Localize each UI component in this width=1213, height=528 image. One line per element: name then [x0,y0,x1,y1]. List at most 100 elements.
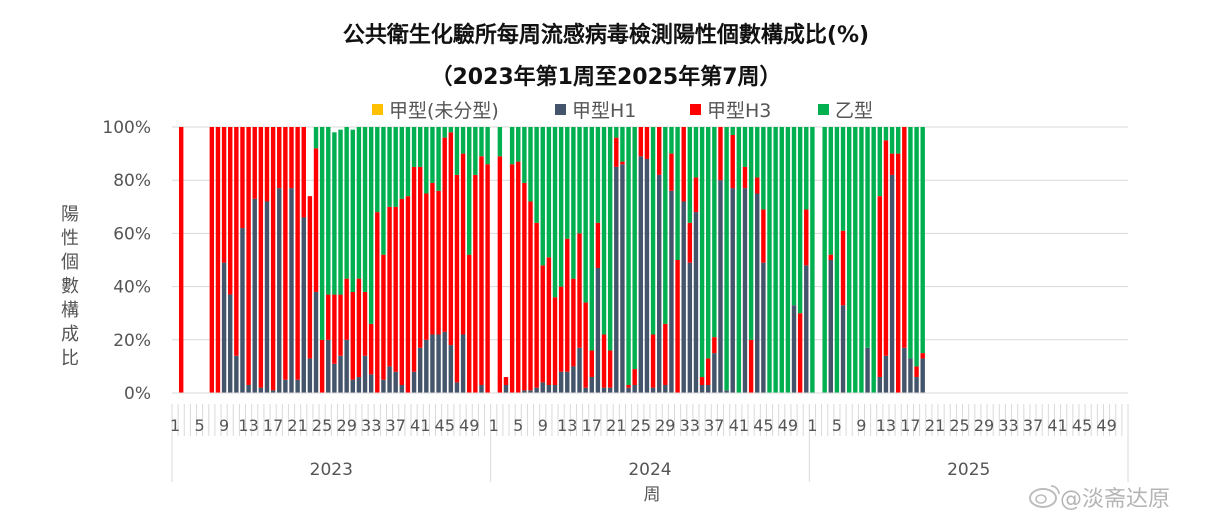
bar-b-week-61 [540,127,545,266]
y-axis-label-char: 成 [61,324,79,345]
bar-h3-week-12 [240,127,245,229]
bar-h1-week-114 [865,347,870,393]
bar-b-week-89 [712,127,717,338]
bar-h3-week-108 [828,254,833,260]
bar-b-week-25 [319,127,325,340]
bar-h3-week-47 [454,174,460,383]
bar-h3-week-117 [883,140,889,356]
bar-h3-week-32 [362,291,368,356]
x-week-label: 49 [1096,416,1116,435]
y-axis-label-char: 性 [61,228,79,249]
bar-h3-week-21 [295,127,300,380]
bar-h3-week-37 [393,206,398,372]
x-week-label: 37 [704,416,724,435]
bar-h3-week-61 [540,265,545,383]
x-week-label: 13 [876,416,896,435]
bar-h3-week-59 [528,201,533,391]
bar-h1-week-45 [442,331,447,393]
bar-h1-week-33 [368,374,374,393]
x-week-label: 9 [538,416,548,435]
bar-b-week-63 [552,127,558,298]
bar-h3-week-18 [277,127,282,189]
y-axis-label-char: 個 [61,252,79,273]
bar-b-week-99 [773,127,778,393]
bar-b-week-64 [558,127,564,287]
bar-h1-week-22 [301,217,306,393]
bar-b-week-26 [326,127,331,295]
bar-h3-week-69 [589,350,594,378]
bar-b-week-114 [865,127,870,348]
bar-h3-week-70 [595,222,601,268]
bar-h1-week-66 [571,366,576,393]
bar-h3-week-118 [889,153,895,175]
bar-h1-week-55 [503,385,509,393]
bar-b-week-35 [381,127,386,255]
bar-h3-week-27 [332,294,337,364]
bar-h1-week-15 [258,387,264,393]
bar-b-week-58 [522,127,527,183]
bar-h1-week-60 [534,387,539,393]
bar-h1-week-44 [436,334,441,393]
x-year-label: 2025 [947,460,990,480]
bar-h3-week-64 [558,286,564,372]
x-week-label: 17 [263,416,283,435]
bar-b-week-95 [748,127,754,340]
bar-b-week-82 [669,127,674,154]
bar-b-week-52 [485,127,490,165]
x-week-label: 33 [361,416,381,435]
bar-h1-week-69 [589,377,594,393]
y-axis-label-char: 構 [61,300,79,321]
bar-h1-week-97 [761,262,766,393]
bar-b-week-112 [853,127,858,393]
bar-h3-week-15 [258,127,264,388]
bar-b-week-39 [405,127,411,197]
bar-h3-week-95 [748,339,754,393]
bar-h3-week-76 [632,369,637,386]
bar-h1-week-43 [430,334,435,393]
bar-h3-week-17 [270,127,276,391]
bar-h1-week-88 [706,385,711,393]
bar-h1-week-90 [718,180,723,393]
bar-h3-week-7 [209,127,215,393]
bar-h3-week-97 [761,209,766,263]
x-week-label: 33 [998,416,1018,435]
bar-h1-week-123 [920,358,925,393]
bar-b-week-49 [467,127,472,255]
bar-h1-week-78 [644,158,650,393]
chart-title: 公共衛生化驗所每周流感病毒檢測陽性個數構成比(%) [343,22,869,48]
y-tick-label: 80% [113,171,151,191]
bar-h1-week-29 [344,339,349,393]
bar-b-week-110 [840,127,846,231]
bar-h3-week-78 [644,127,650,159]
bar-h3-week-120 [902,127,907,348]
bar-h3-week-72 [607,350,613,388]
bar-h3-week-8 [215,127,221,393]
bar-h3-week-30 [350,291,355,380]
bar-h3-week-34 [375,212,380,393]
bar-h3-week-56 [509,164,515,393]
bar-h1-week-63 [552,385,558,393]
legend-swatch-0 [372,104,383,115]
bar-h1-week-110 [840,305,846,393]
bar-h1-week-62 [546,385,552,393]
bar-h3-week-71 [601,334,607,388]
bar-h3-week-51 [479,156,484,386]
x-week-label: 9 [856,416,866,435]
bar-h1-week-77 [638,156,644,393]
bar-h1-week-18 [277,188,282,393]
bar-h1-week-118 [889,174,895,393]
bar-h1-week-104 [804,265,809,393]
bar-b-week-93 [736,127,742,393]
bar-h1-week-26 [326,339,331,393]
x-week-label: 1 [170,416,180,435]
bar-b-week-50 [473,127,478,175]
x-week-label: 13 [238,416,258,435]
bar-h1-week-68 [583,387,588,393]
bar-h3-week-122 [914,366,919,378]
bar-h3-week-40 [411,166,417,372]
x-week-label: 45 [753,416,773,435]
bar-h3-week-48 [460,153,466,335]
bar-b-week-62 [546,127,552,258]
legend-label-1: 甲型H1 [572,100,636,122]
y-tick-label: 40% [113,278,151,298]
